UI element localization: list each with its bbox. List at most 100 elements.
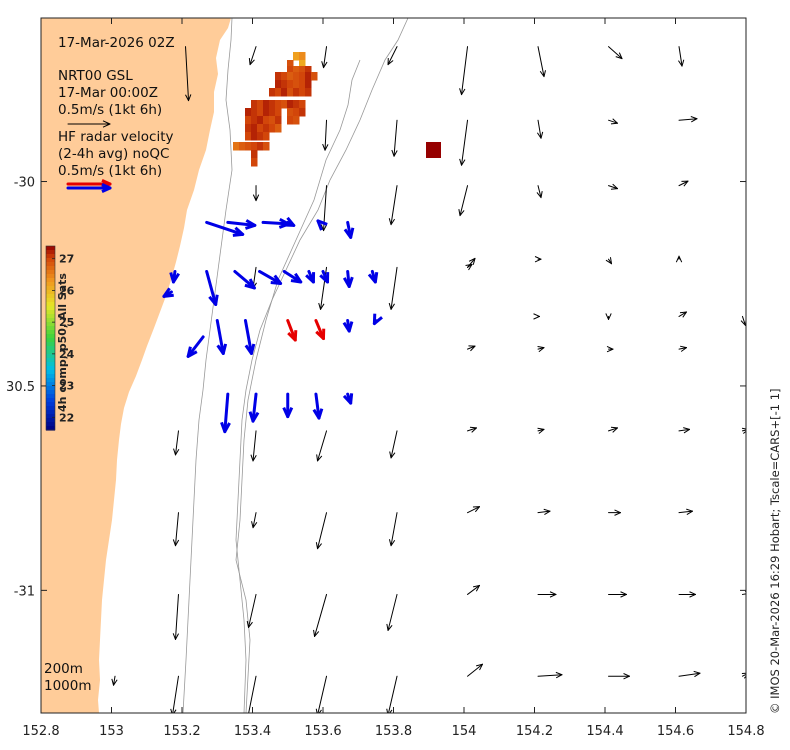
sst-pixel [275,116,282,125]
radar-arrow [258,269,283,285]
bathymetry-line [235,18,409,713]
sst-pixel [263,124,270,133]
x-tick-label: 153.6 [304,724,341,739]
radar-arrow [226,219,257,230]
model-arrow [678,591,697,598]
sst-pixel [257,116,264,125]
colorbar: 22 23 24 25 26 27 [45,245,75,431]
sst-pixel [287,66,294,75]
sst-pixel [245,142,252,151]
sst-pixel [257,132,264,141]
radar-arrow [312,392,324,420]
timestamp-label: 17-Mar-2026 02Z [58,35,175,51]
land-mass [41,18,231,713]
sst-pixel [269,88,276,97]
radar-arrow [343,220,355,239]
model-arrow [467,257,476,268]
sst-pixel [275,100,282,109]
radar-arrow [282,269,303,284]
sst-pixel [233,142,240,151]
model-arrow [386,675,398,713]
model-arrow [465,263,473,271]
sst-pixel [245,132,252,141]
radar-arrow [282,392,294,419]
radar-arrow [162,287,174,298]
depth-200m-label: 200m [44,661,83,677]
sst-pixel [293,88,300,97]
sst-pixel [239,142,246,151]
sst-pixel [293,72,300,81]
model-arrow [608,673,631,680]
sst-pixel [281,100,288,109]
sst-pixel [281,72,288,81]
model-arrow [678,508,694,515]
sst-pixel [251,108,258,117]
sst-pixel [251,116,258,125]
colorbar-label: 4h comp, p50, All Sats [56,273,69,412]
x-tick-label: 154.6 [657,724,694,739]
model-arrow [172,512,180,547]
sst-pixel [293,52,300,61]
model-arrow [185,46,192,102]
colorbar-tick-label: 27 [59,253,74,266]
sst-pixel [287,100,294,109]
x-tick-label: 154.4 [586,724,623,739]
sst-pixel [263,132,270,141]
model-arrow [678,180,689,187]
radar-arrow [316,219,328,231]
model-arrow [537,46,546,78]
sst-pixel [269,116,276,125]
radar-arrow [305,269,316,284]
model-arrow [675,255,683,263]
model-arrow [537,427,545,434]
radar-arrow [314,319,326,341]
model-arrow [467,663,484,677]
model-arrow [608,118,619,125]
model-arrow [678,311,688,318]
sst-pixel [287,116,294,125]
radar-arrow [186,335,205,358]
radar-arrow [215,319,228,356]
radar-arrow [248,392,260,423]
sst-pixel [269,124,276,133]
model-arrow [386,593,398,631]
model-scale-label: 0.5m/s (1kt 6h) [58,102,163,118]
sst-pixel [251,150,258,159]
model-arrow [321,46,328,69]
model-arrow [608,509,622,516]
sst-pixel [293,66,300,75]
model-arrow [388,266,398,310]
model-arrow [322,119,329,151]
model-arrow [248,675,257,713]
sst-pixel [293,80,300,89]
radar-arrow [205,269,219,306]
sst-pixel [251,100,258,109]
sst-pixel [299,100,306,109]
sst-pixel [299,108,306,117]
colorbar-tick-label: 23 [59,380,74,393]
model-arrow [459,46,469,96]
x-axis-ticks: 152.8 153 153.2 153.4 153.6 153.8 154 154.2 154.… [22,18,765,739]
model-arrow [533,313,541,320]
model-arrow [313,593,328,637]
radar-arrow [319,269,330,284]
colorbar-frame [45,245,56,431]
model-arrow [606,345,614,353]
model-arrow [388,512,398,547]
sst-pixel [263,108,270,117]
radar-arrow [342,319,354,333]
model-arrow [251,512,258,529]
model-arrow [608,46,623,60]
sst-pixel [269,108,276,117]
colorbar-tick-label: 26 [59,284,75,297]
model-arrow [172,593,180,640]
bathymetry-line [182,18,233,713]
model-arrow [536,119,544,139]
sst-pixel [299,60,306,69]
sst-pixel [293,108,300,117]
sst-pixel [263,142,270,151]
legend-arrows [66,120,112,193]
sst-pixel [299,66,306,75]
colorbar-tick-label: 24 [59,348,75,361]
